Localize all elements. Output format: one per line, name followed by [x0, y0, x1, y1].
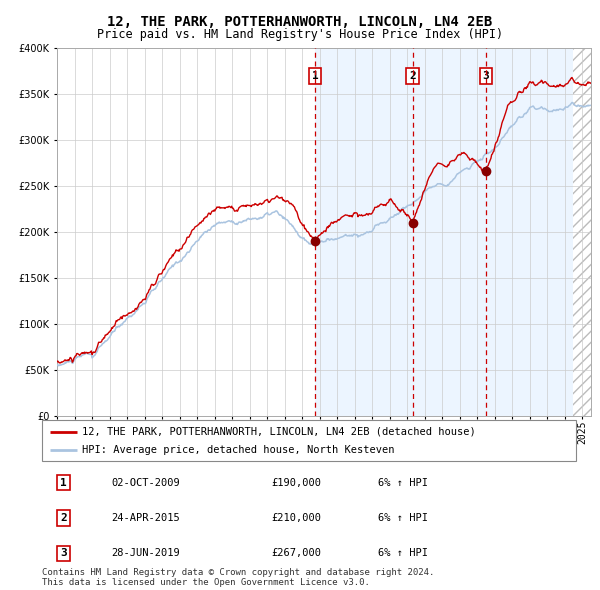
Text: 2: 2: [60, 513, 67, 523]
Text: 24-APR-2015: 24-APR-2015: [112, 513, 180, 523]
Text: £267,000: £267,000: [272, 549, 322, 558]
Text: 6% ↑ HPI: 6% ↑ HPI: [379, 478, 428, 487]
Text: 6% ↑ HPI: 6% ↑ HPI: [379, 513, 428, 523]
FancyBboxPatch shape: [42, 420, 576, 461]
Text: 6% ↑ HPI: 6% ↑ HPI: [379, 549, 428, 558]
Text: 12, THE PARK, POTTERHANWORTH, LINCOLN, LN4 2EB (detached house): 12, THE PARK, POTTERHANWORTH, LINCOLN, L…: [82, 427, 476, 437]
Bar: [315, 48, 574, 416]
Text: 2: 2: [409, 71, 416, 81]
Text: £210,000: £210,000: [272, 513, 322, 523]
Text: 3: 3: [482, 71, 489, 81]
Text: 3: 3: [60, 549, 67, 558]
Text: Contains HM Land Registry data © Crown copyright and database right 2024.: Contains HM Land Registry data © Crown c…: [42, 568, 434, 577]
Text: Price paid vs. HM Land Registry's House Price Index (HPI): Price paid vs. HM Land Registry's House …: [97, 28, 503, 41]
Text: This data is licensed under the Open Government Licence v3.0.: This data is licensed under the Open Gov…: [42, 578, 370, 587]
Text: £190,000: £190,000: [272, 478, 322, 487]
Text: 12, THE PARK, POTTERHANWORTH, LINCOLN, LN4 2EB: 12, THE PARK, POTTERHANWORTH, LINCOLN, L…: [107, 15, 493, 30]
Text: 28-JUN-2019: 28-JUN-2019: [112, 549, 180, 558]
Text: 02-OCT-2009: 02-OCT-2009: [112, 478, 180, 487]
Text: 1: 1: [312, 71, 319, 81]
Text: 1: 1: [60, 478, 67, 487]
Bar: [574, 48, 600, 416]
Text: HPI: Average price, detached house, North Kesteven: HPI: Average price, detached house, Nort…: [82, 445, 395, 455]
